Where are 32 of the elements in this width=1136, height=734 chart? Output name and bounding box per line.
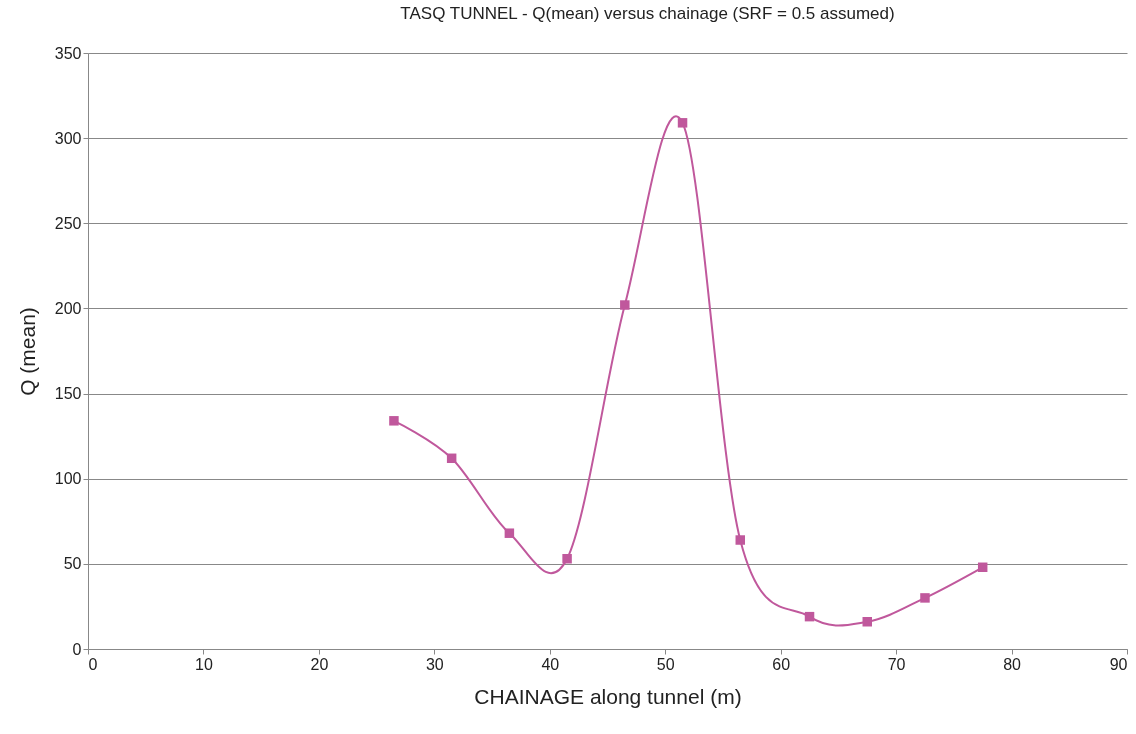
point bbox=[504, 528, 515, 538]
y-tick-label: 200 bbox=[54, 299, 82, 317]
y-tick-label: 300 bbox=[54, 129, 82, 147]
y-tick-label: 350 bbox=[54, 44, 82, 62]
x-tick-label: 0 bbox=[88, 655, 98, 673]
x-tick-label: 10 bbox=[195, 655, 213, 673]
point bbox=[804, 611, 815, 622]
y-tick-label: 100 bbox=[54, 470, 82, 488]
chart-title: TASQ TUNNEL - Q(mean) versus chainage (SRF = 0.5 assumed) bbox=[400, 4, 895, 23]
point bbox=[977, 562, 988, 573]
y-tick-label: 250 bbox=[54, 214, 82, 232]
point bbox=[920, 593, 930, 603]
x-tick-label: 30 bbox=[425, 655, 444, 673]
y-tick-label: 150 bbox=[54, 385, 82, 403]
x-tick-label: 20 bbox=[310, 655, 329, 673]
y-tick-label: 50 bbox=[63, 555, 82, 573]
x-tick-label: 70 bbox=[887, 655, 906, 673]
point bbox=[446, 453, 457, 464]
point bbox=[735, 535, 746, 545]
point bbox=[862, 617, 872, 627]
x-tick-label: 60 bbox=[772, 655, 791, 673]
x-tick-label: 90 bbox=[1109, 655, 1128, 673]
point bbox=[389, 416, 399, 426]
point bbox=[620, 300, 630, 310]
x-tick-label: 50 bbox=[656, 655, 675, 673]
y-tick-label: 0 bbox=[72, 640, 82, 658]
y-axis-title: Q (mean) bbox=[15, 307, 39, 396]
x-axis-title: CHAINAGE along tunnel (m) bbox=[474, 684, 742, 708]
point bbox=[677, 118, 688, 128]
x-tick-label: 80 bbox=[1003, 655, 1022, 673]
point bbox=[562, 554, 572, 564]
x-tick-label: 40 bbox=[541, 655, 560, 673]
